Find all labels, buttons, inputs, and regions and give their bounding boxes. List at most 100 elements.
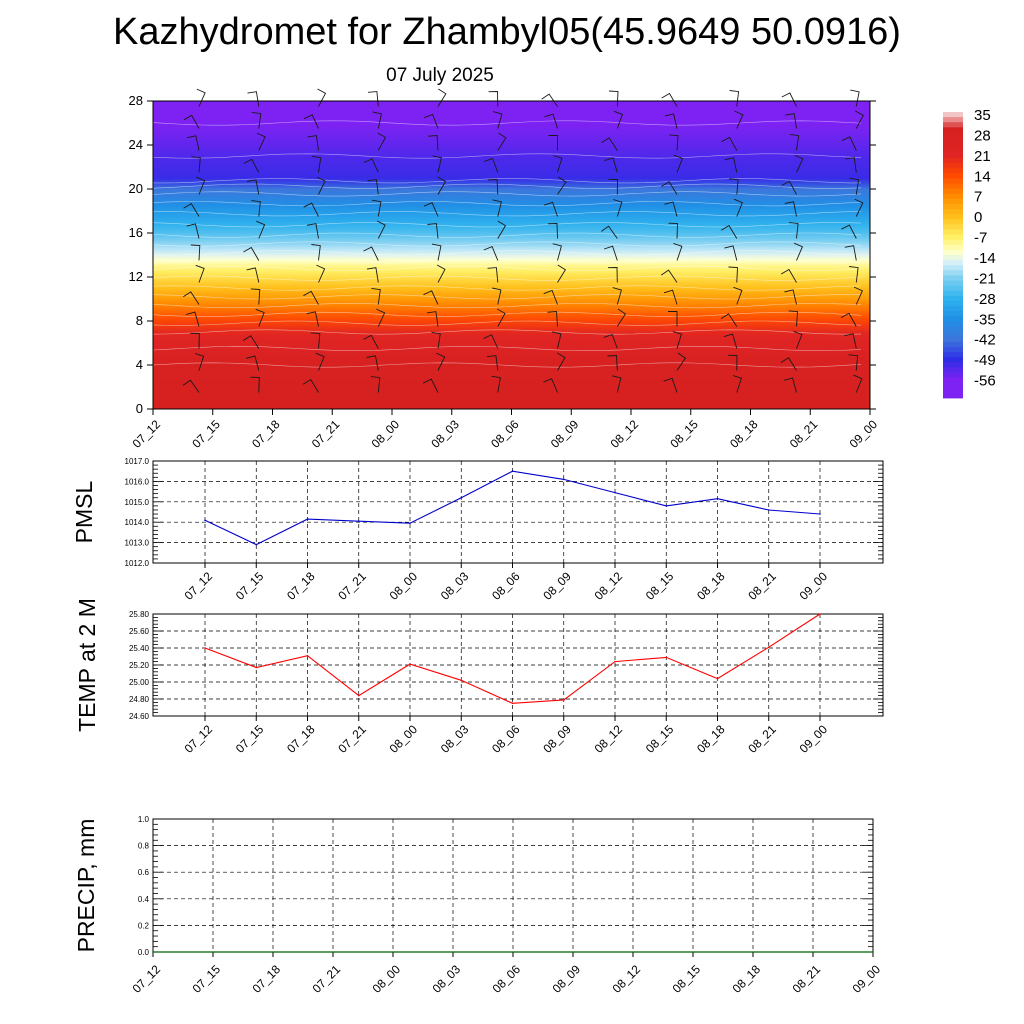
wind-barb xyxy=(613,199,623,217)
wind-barb xyxy=(607,355,618,371)
wind-barb xyxy=(317,88,327,107)
colorbar-band xyxy=(943,219,963,225)
colorbar-band xyxy=(943,255,963,261)
data-point xyxy=(563,478,565,481)
colorbar-band xyxy=(943,137,963,144)
wind-barb xyxy=(493,111,503,129)
page-title: Kazhydromet for Zhambyl05(45.9649 50.091… xyxy=(113,11,901,53)
wind-barb xyxy=(853,374,863,393)
wind-barb xyxy=(850,89,860,107)
data-point xyxy=(511,702,514,705)
x-tick-label: 07_21 xyxy=(310,962,344,996)
x-tick-label: 09_00 xyxy=(850,962,884,996)
wind-barb xyxy=(310,332,321,349)
wind-barb xyxy=(552,243,562,261)
wind-barb xyxy=(195,264,205,283)
wind-barb xyxy=(186,311,200,327)
wind-barb xyxy=(367,179,379,195)
x-tick-label: 08_12 xyxy=(610,962,644,996)
colorbar-band xyxy=(943,260,963,266)
wind-barb xyxy=(243,158,260,173)
contour-line xyxy=(152,232,862,238)
wind-barb xyxy=(492,287,502,305)
wind-barb xyxy=(608,178,618,195)
x-tick-label: 08_18 xyxy=(730,962,764,996)
wind-barb xyxy=(848,354,859,371)
colorbar-band xyxy=(943,285,963,292)
wind-barb xyxy=(544,113,558,129)
y-tick-label: 24.60 xyxy=(129,712,150,721)
data-point xyxy=(614,491,616,494)
colorbar-band xyxy=(943,321,963,327)
y-tick-label: 24.80 xyxy=(129,695,150,704)
wind-barb xyxy=(194,353,205,371)
colorbar-band xyxy=(943,331,963,338)
contour-line xyxy=(152,311,862,317)
y-tick-label: 0.2 xyxy=(138,921,150,930)
wind-barb xyxy=(484,157,499,173)
y-tick-label: 1014.0 xyxy=(125,518,150,527)
wind-barb xyxy=(841,136,857,151)
y-axis-title: TEMP at 2 M xyxy=(74,598,100,732)
colorbar-label: 7 xyxy=(974,189,982,206)
wind-barb xyxy=(789,222,799,239)
wind-barb xyxy=(543,289,558,305)
colorbar-band xyxy=(943,265,963,271)
y-tick-label: 25.00 xyxy=(129,678,150,687)
x-tick-label: 08_00 xyxy=(370,962,404,996)
wind-barb xyxy=(673,242,683,261)
data-point xyxy=(511,470,514,473)
wind-barb xyxy=(547,223,558,239)
wind-barb xyxy=(601,137,618,151)
data-point xyxy=(768,646,770,648)
wind-barb xyxy=(426,311,439,327)
wind-barb xyxy=(784,289,797,305)
colorbar-band xyxy=(943,290,963,297)
y-tick-label: 12 xyxy=(129,269,143,284)
wind-barb xyxy=(371,199,382,217)
wind-barb xyxy=(247,179,260,195)
wind-barb xyxy=(728,266,738,283)
colorbar-band xyxy=(943,341,963,348)
colorbar-band xyxy=(943,157,963,164)
wind-barb xyxy=(371,287,381,305)
y-tick-label: 16 xyxy=(129,225,143,240)
colorbar-band xyxy=(943,168,963,174)
colorbar-band xyxy=(943,122,963,128)
wind-barb xyxy=(721,224,738,239)
wind-barb xyxy=(604,157,618,173)
data-point xyxy=(358,520,360,522)
wind-barb xyxy=(732,375,742,393)
y-tick-label: 20 xyxy=(129,181,143,196)
wind-barb xyxy=(601,225,618,239)
colorbar-band xyxy=(943,152,963,159)
wind-barb xyxy=(613,110,623,129)
colorbar-band xyxy=(943,311,963,317)
y-tick-label: 25.80 xyxy=(129,610,150,619)
wind-barb xyxy=(303,202,319,217)
x-tick-label: 07_18 xyxy=(250,962,284,996)
wind-barb xyxy=(423,202,439,217)
wind-barb xyxy=(251,200,261,217)
y-tick-label: 1.0 xyxy=(138,815,150,824)
colorbar-band xyxy=(943,357,963,363)
wind-barb xyxy=(376,308,386,327)
wind-barb xyxy=(785,113,797,129)
wind-barb xyxy=(496,308,506,327)
contour-line xyxy=(152,211,862,217)
colorbar-band xyxy=(943,387,963,394)
colorbar-band xyxy=(943,203,963,210)
wind-barb xyxy=(672,331,682,349)
colorbar-band xyxy=(943,173,963,179)
wind-barb xyxy=(612,287,622,305)
colorbar-band xyxy=(943,163,963,169)
colorbar-band xyxy=(943,239,963,246)
wind-barb xyxy=(720,313,738,327)
wind-barb xyxy=(427,223,439,239)
wind-barb xyxy=(483,246,499,261)
wind-barb xyxy=(855,110,864,129)
